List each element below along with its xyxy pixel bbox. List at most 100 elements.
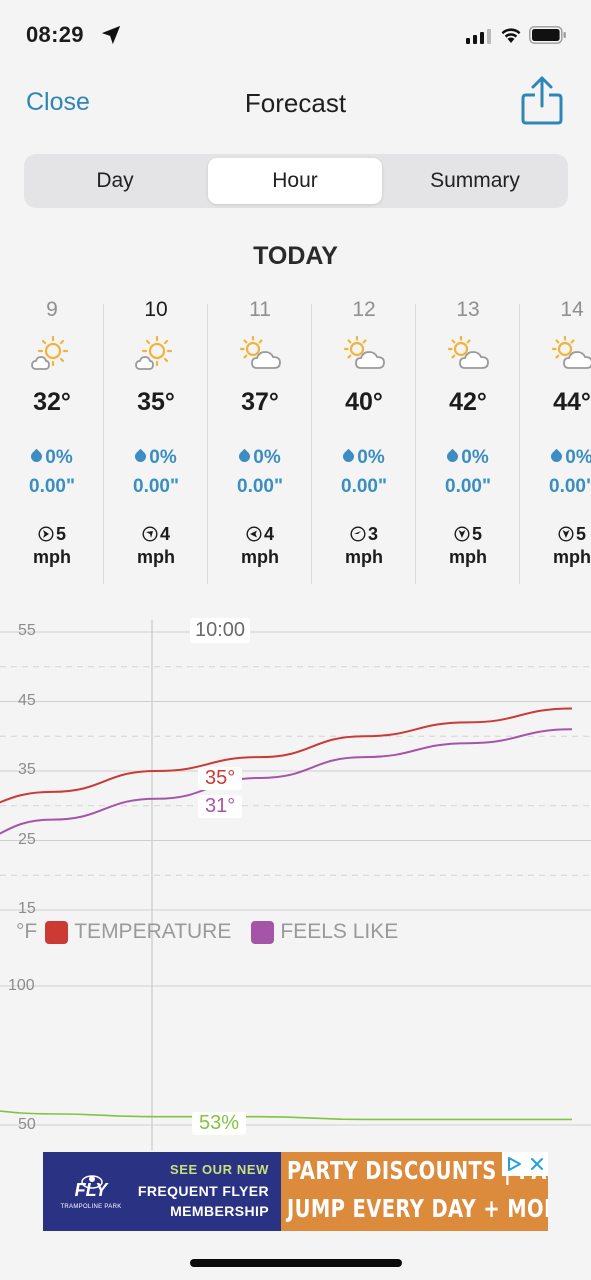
- precip-amount: 0.00": [341, 476, 387, 497]
- raindrop-icon: [28, 448, 45, 465]
- partly-cloudy-icon: [447, 336, 489, 369]
- advertisement-banner[interactable]: FLY TRAMPOLINE PARK SEE OUR NEW FREQUENT…: [43, 1152, 548, 1231]
- navigation-bar: Close Forecast: [0, 64, 591, 146]
- y-tick-label: 50: [18, 1116, 36, 1133]
- tab-hour[interactable]: Hour: [208, 158, 382, 204]
- hour-column[interactable]: 10 35° 0% 0.00" 4 mph: [104, 292, 208, 590]
- precip-chance: 0%: [104, 447, 208, 469]
- hour-label: 13: [456, 298, 480, 321]
- precip-chance: 0%: [520, 447, 591, 469]
- location-arrow-icon: [101, 25, 121, 45]
- hour-label: 10: [144, 298, 168, 321]
- ad-right-line-2: JUMP EVERY DAY + MORE!: [287, 1194, 548, 1223]
- hour-column[interactable]: 14 44° 0% 0.00" 5 mph: [520, 292, 591, 590]
- status-time: 08:29: [26, 22, 84, 47]
- ad-logo-sub: TRAMPOLINE PARK: [60, 1204, 122, 1210]
- ad-close-icon[interactable]: [529, 1156, 545, 1172]
- precip-amount: 0.00": [549, 476, 591, 497]
- raindrop-icon: [548, 448, 565, 465]
- legend-feels-like: FEELS LIKE: [280, 920, 399, 943]
- ad-choices[interactable]: [502, 1152, 548, 1176]
- hour-label: 12: [352, 298, 376, 321]
- raindrop-icon: [340, 448, 357, 465]
- wind-unit: mph: [137, 547, 175, 567]
- raindrop-icon: [444, 448, 461, 465]
- y-tick-label: 35: [18, 761, 36, 778]
- close-button[interactable]: Close: [26, 88, 90, 116]
- humidity-cursor-value: 53%: [192, 1112, 247, 1135]
- precip-chance: 0%: [208, 447, 312, 469]
- wind-speed: 4: [104, 524, 208, 545]
- wind-direction-icon: [558, 526, 574, 542]
- ad-logo: FLY: [74, 1180, 108, 1200]
- humidity-line: [0, 1110, 572, 1121]
- precip-chance: 0%: [0, 447, 104, 469]
- wind-direction-icon: [454, 526, 470, 542]
- temperature-line: [0, 707, 573, 804]
- chart-legend: °F TEMPERATURE FEELS LIKE: [16, 920, 398, 944]
- hour-column[interactable]: 9 32° 0% 0.00" 5 mph: [0, 292, 104, 590]
- wind-direction-icon: [350, 526, 366, 542]
- partly-sunny-icon: [135, 336, 173, 370]
- tab-day[interactable]: Day: [96, 169, 134, 192]
- wind-speed: 5: [0, 524, 104, 545]
- battery-icon: [529, 26, 566, 44]
- precip-amount: 0.00": [237, 476, 283, 497]
- hour-temperature: 32°: [33, 388, 71, 416]
- wifi-icon: [501, 28, 521, 43]
- hour-label: 11: [249, 298, 271, 321]
- precip-amount: 0.00": [29, 476, 75, 497]
- hour-temperature: 42°: [449, 388, 487, 416]
- hour-temperature: 37°: [241, 388, 279, 416]
- wind-unit: mph: [33, 547, 71, 567]
- wind-speed: 5: [416, 524, 520, 545]
- hour-column[interactable]: 11 37° 0% 0.00" 4 mph: [208, 292, 312, 590]
- raindrop-icon: [132, 448, 149, 465]
- wind-direction-icon: [142, 526, 158, 542]
- wind-speed: 5: [520, 524, 591, 545]
- partly-cloudy-icon: [343, 336, 385, 369]
- ad-line-1: SEE OUR NEW: [169, 1162, 269, 1177]
- hour-column[interactable]: 13 42° 0% 0.00" 5 mph: [416, 292, 520, 590]
- hour-label: 14: [560, 298, 584, 321]
- wind-speed: 4: [208, 524, 312, 545]
- cellular-signal-icon: [466, 28, 491, 44]
- raindrop-icon: [236, 448, 253, 465]
- wind-direction-icon: [38, 526, 54, 542]
- unit-label: °F: [16, 920, 38, 943]
- feels-like-line: [0, 728, 573, 835]
- chart-cursor-time: 10:00: [190, 618, 251, 643]
- home-indicator[interactable]: [190, 1259, 402, 1267]
- wind-unit: mph: [345, 547, 383, 567]
- trampoline-logo-icon: [81, 1175, 103, 1189]
- temperature-cursor-value: 35°: [198, 767, 243, 790]
- ad-right-panel: PARTY DISCOUNTS | PASSES JUMP EVERY DAY …: [281, 1152, 548, 1231]
- hour-column[interactable]: 12 40° 0% 0.00" 3 mph: [312, 292, 416, 590]
- temperature-swatch: [45, 920, 69, 944]
- wind-speed: 3: [312, 524, 416, 545]
- feels-like-cursor-value: 31°: [198, 795, 243, 818]
- hour-temperature: 44°: [553, 388, 591, 416]
- y-tick-label: 15: [18, 900, 36, 917]
- feels-like-swatch: [251, 920, 275, 944]
- precip-amount: 0.00": [445, 476, 491, 497]
- hour-label: 9: [46, 298, 58, 321]
- ad-line-2: FREQUENT FLYER: [137, 1183, 269, 1199]
- wind-unit: mph: [241, 547, 279, 567]
- y-tick-label: 100: [8, 977, 35, 994]
- precip-chance: 0%: [416, 447, 520, 469]
- tab-summary[interactable]: Summary: [430, 169, 520, 192]
- chart-canvas[interactable]: [0, 600, 591, 1150]
- share-icon[interactable]: [520, 74, 564, 126]
- precip-amount: 0.00": [133, 476, 179, 497]
- ad-line-3: MEMBERSHIP: [170, 1203, 269, 1219]
- y-tick-label: 55: [18, 622, 36, 639]
- wind-unit: mph: [449, 547, 487, 567]
- ad-choices-icon[interactable]: [505, 1155, 523, 1173]
- y-tick-label: 25: [18, 831, 36, 848]
- hourly-forecast-strip[interactable]: 9 32° 0% 0.00" 5 mph 10 35° 0% 0.00" 4 m…: [0, 292, 591, 590]
- hour-temperature: 35°: [137, 388, 175, 416]
- partly-sunny-icon: [31, 336, 69, 370]
- wind-unit: mph: [553, 547, 591, 567]
- hourly-charts[interactable]: 55 45 35 25 15 10:00 35° 31° °F TEMPERAT…: [0, 600, 591, 1150]
